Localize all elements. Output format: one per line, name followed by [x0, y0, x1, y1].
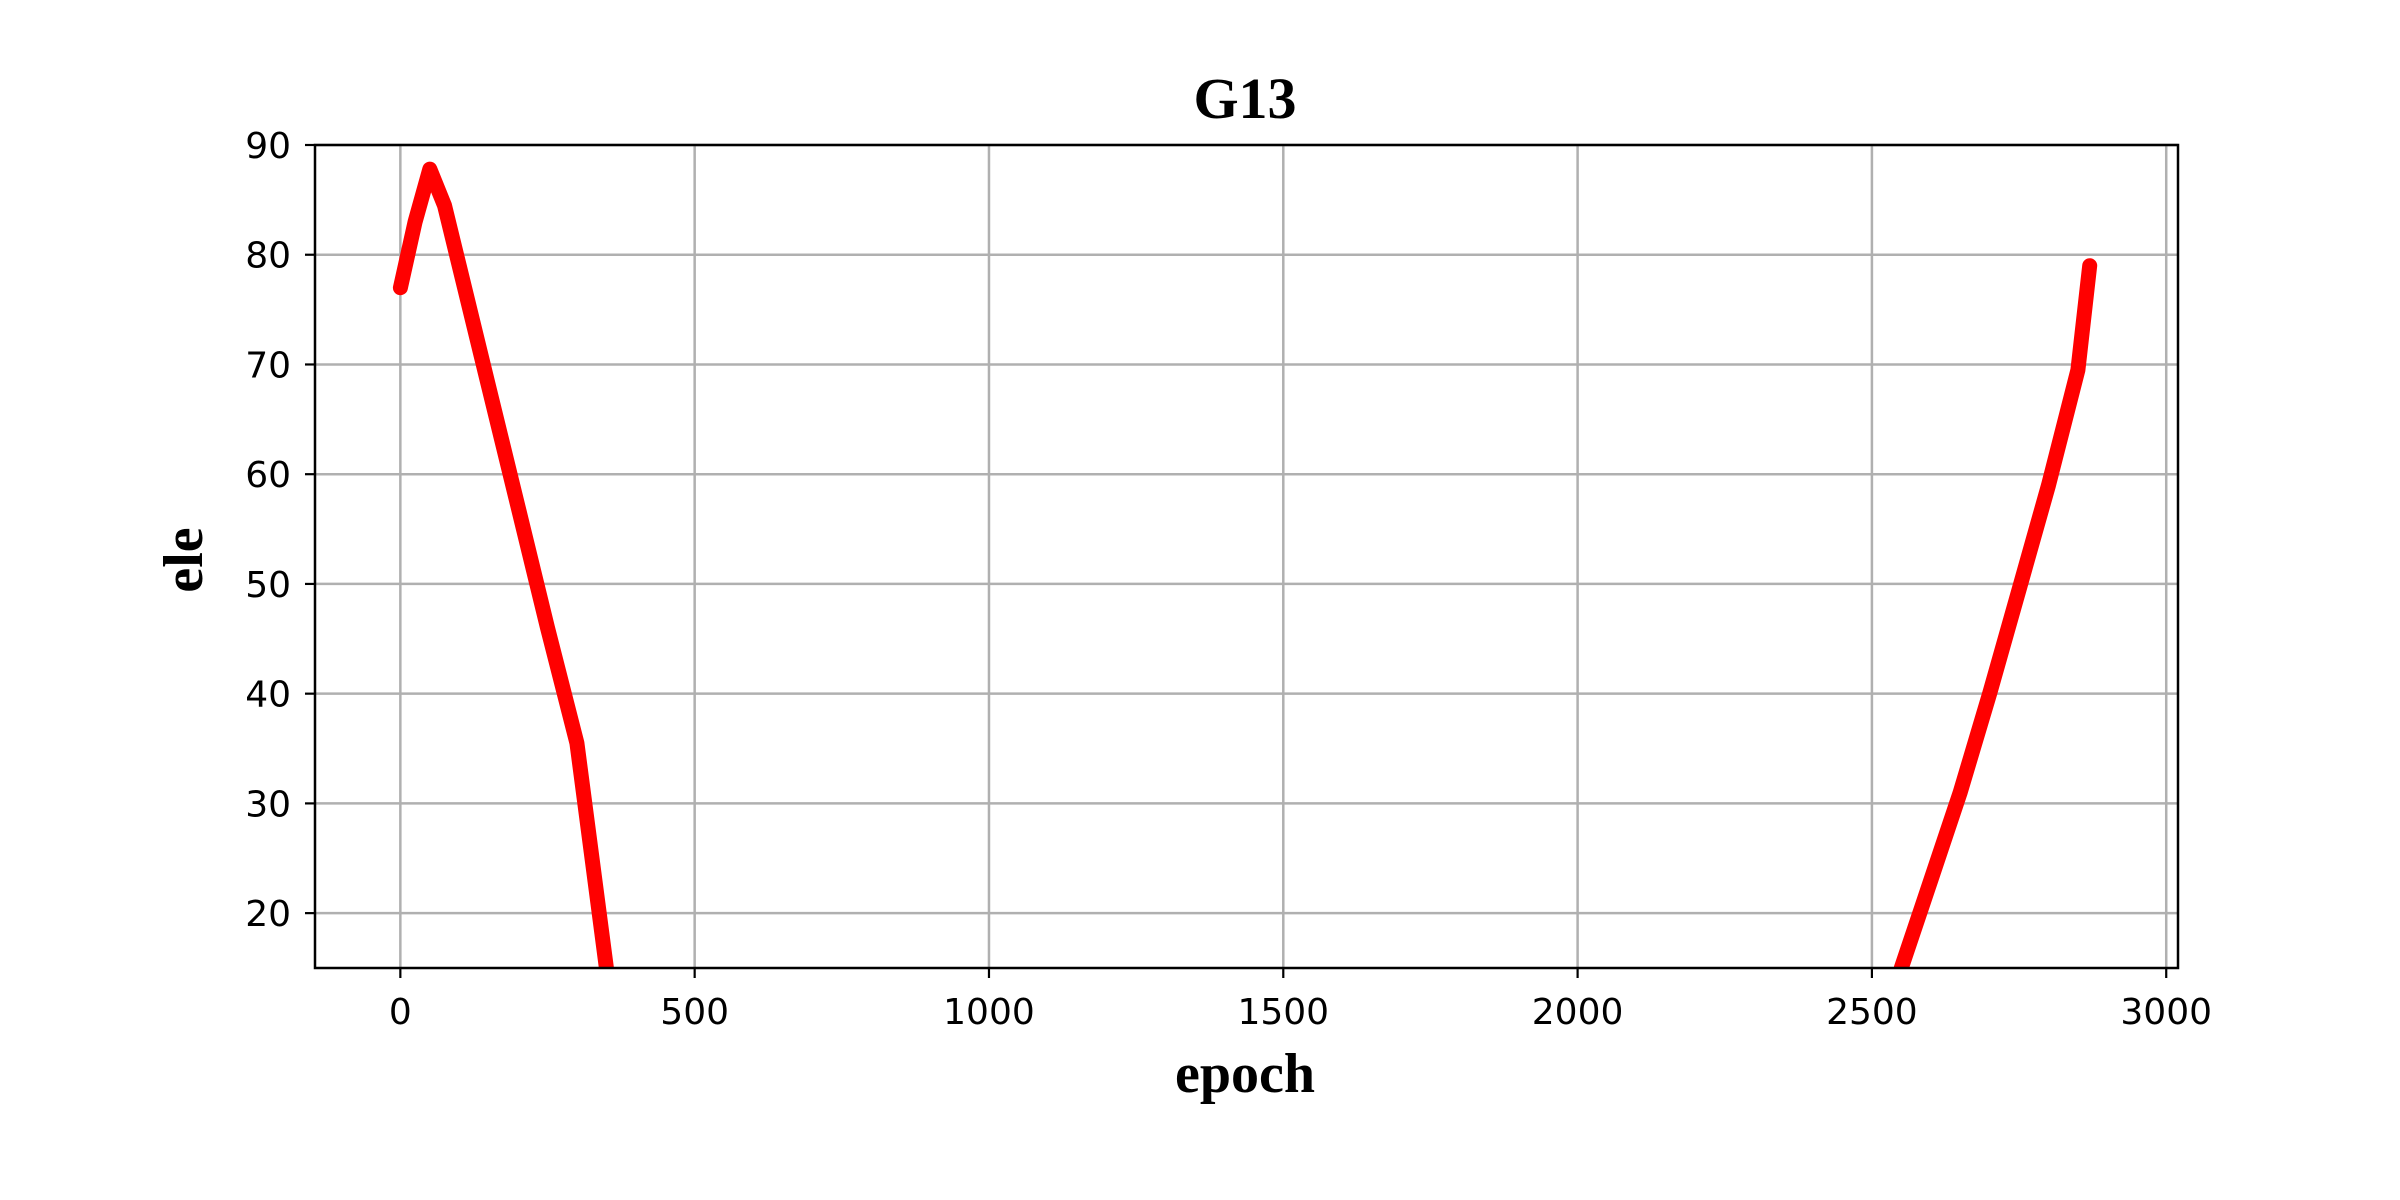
- chart-title: G13: [1193, 66, 1296, 131]
- series-segment: [392, 161, 614, 968]
- grid-lines: [315, 143, 2178, 968]
- y-tick-label: 80: [245, 236, 291, 277]
- y-tick-label: 90: [245, 126, 291, 167]
- y-tick-label: 30: [245, 784, 291, 825]
- y-tick-label: 60: [245, 455, 291, 496]
- series-segment: [1893, 258, 2098, 968]
- x-tick-label: 500: [660, 992, 729, 1033]
- x-tick-label: 2000: [1532, 992, 1624, 1033]
- x-tick-label: 3000: [2120, 992, 2212, 1033]
- x-tick-label: 1500: [1237, 992, 1329, 1033]
- y-tick-label: 50: [245, 565, 291, 606]
- x-tick-label: 1000: [943, 992, 1035, 1033]
- data-series: [392, 161, 2098, 968]
- y-axis-label: ele: [153, 527, 215, 592]
- x-axis-label: epoch: [1175, 1043, 1315, 1105]
- x-tick-label: 2500: [1826, 992, 1918, 1033]
- x-tick-label: 0: [389, 992, 412, 1033]
- y-axis-ticks: 20 30 40 50 60 70 80 90: [245, 126, 315, 935]
- y-tick-label: 40: [245, 675, 291, 716]
- x-axis-ticks: 0 500 1000 1500 2000 2500 3000: [389, 968, 2212, 1033]
- plot-frame: [313, 143, 2180, 970]
- y-tick-label: 70: [245, 345, 291, 386]
- y-tick-label: 20: [245, 894, 291, 935]
